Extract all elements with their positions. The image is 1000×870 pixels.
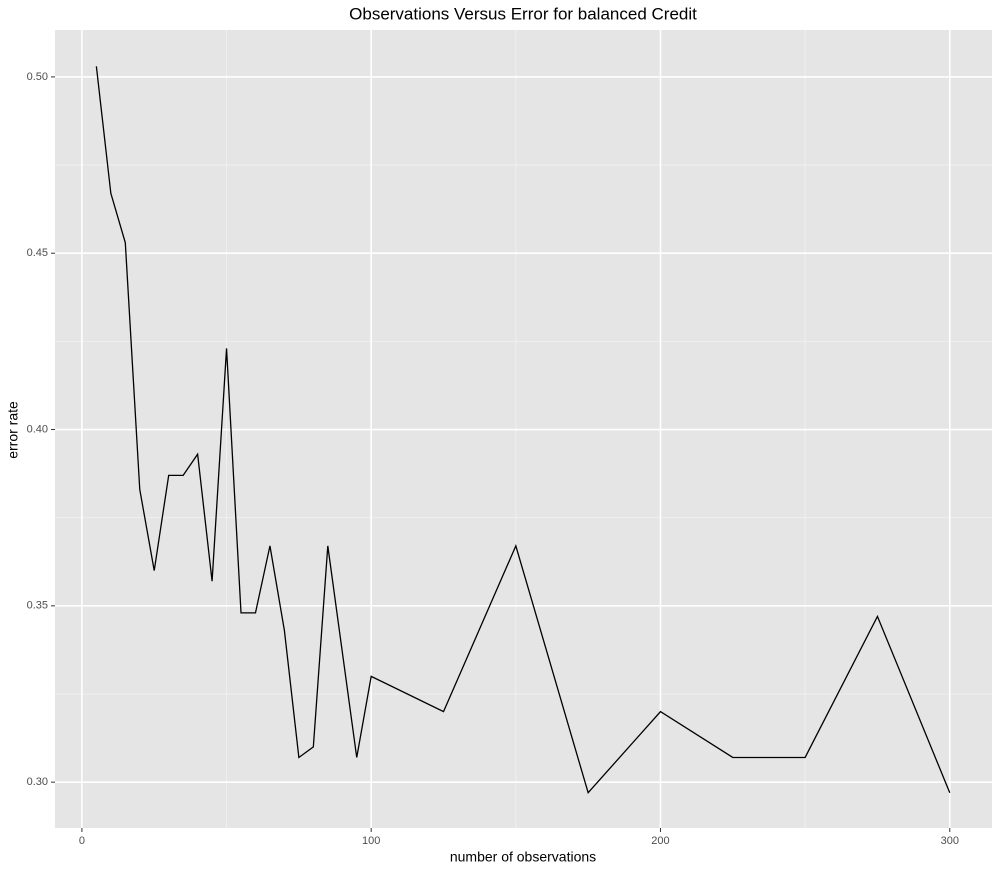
x-axis-title: number of observations: [450, 849, 596, 865]
y-tick-label: 0.50: [27, 71, 48, 83]
x-tick-label: 100: [362, 835, 380, 847]
y-tick-label: 0.30: [27, 776, 48, 788]
x-tick-label: 0: [79, 835, 85, 847]
y-tick-label: 0.45: [27, 247, 48, 259]
y-tick-label: 0.35: [27, 600, 48, 612]
y-tick-label: 0.40: [27, 423, 48, 435]
y-axis-title: error rate: [5, 401, 21, 459]
x-tick-label: 200: [651, 835, 669, 847]
x-tick-label: 300: [941, 835, 959, 847]
chart-title: Observations Versus Error for balanced C…: [349, 4, 697, 23]
line-series: [95, 66, 951, 795]
